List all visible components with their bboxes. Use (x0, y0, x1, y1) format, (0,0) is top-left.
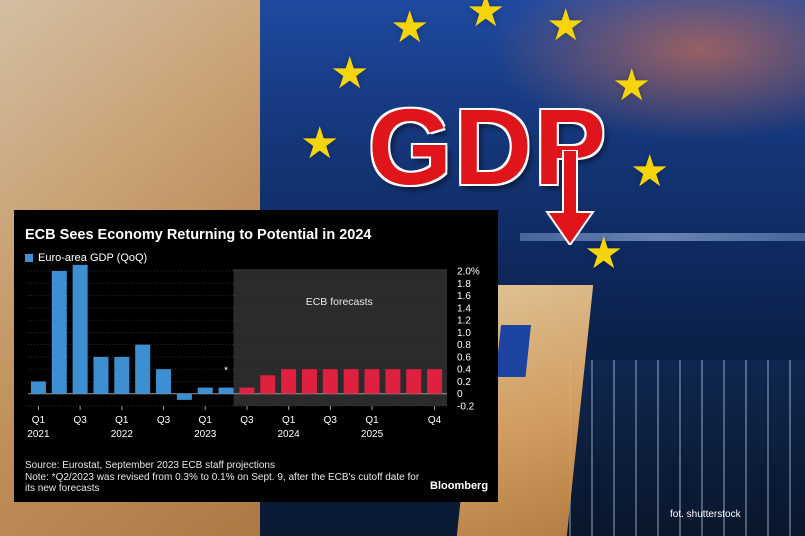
revision-asterisk: * (224, 365, 228, 376)
historic-bar (51, 271, 67, 394)
historic-bar (72, 264, 88, 394)
chart-title: ECB Sees Economy Returning to Potential … (25, 227, 372, 243)
x-tick-quarter: Q3 (157, 415, 171, 426)
forecast-bar (364, 369, 380, 394)
forecast-bar (260, 375, 276, 394)
y-tick-label: 1.8 (457, 279, 471, 290)
bridge-lights (520, 233, 805, 241)
x-tick-year: 2025 (361, 429, 384, 440)
x-tick-quarter: Q4 (428, 415, 442, 426)
legend-swatch (25, 254, 33, 262)
chart-legend: Euro-area GDP (QoQ) (25, 252, 147, 264)
eu-flag-icon (495, 325, 531, 377)
forecast-bar (406, 369, 422, 394)
historic-bar (176, 393, 192, 400)
note-text: Note: *Q2/2023 was revised from 0.3% to … (25, 471, 420, 495)
x-tick-year: 2023 (194, 429, 217, 440)
forecast-bar (343, 369, 359, 394)
historic-bar (218, 387, 234, 394)
x-tick-quarter: Q3 (73, 415, 87, 426)
eu-star-icon: ★ (630, 147, 670, 196)
y-tick-label: 0.4 (457, 365, 471, 376)
forecast-bar (281, 369, 297, 394)
y-tick-label: 1.2 (457, 316, 471, 327)
eu-star-icon: ★ (612, 61, 652, 110)
forecast-bar (239, 387, 255, 394)
legend-label: Euro-area GDP (QoQ) (38, 252, 148, 264)
x-tick-year: 2022 (111, 429, 134, 440)
y-tick-label: 0.6 (457, 352, 471, 363)
eu-star-icon: ★ (300, 119, 340, 168)
chart-card: ECB Sees Economy Returning to Potential … (14, 210, 498, 502)
x-tick-year: 2024 (278, 429, 301, 440)
historic-bar (30, 381, 46, 394)
historic-bar (93, 356, 109, 394)
eu-star-icon: ★ (330, 49, 370, 98)
x-tick-quarter: Q1 (365, 415, 379, 426)
y-tick-label: 1.0 (457, 328, 471, 339)
historic-bar (135, 344, 151, 394)
y-tick-label: 0.8 (457, 340, 471, 351)
chart-source: Source: Eurostat, September 2023 ECB sta… (25, 460, 425, 495)
eu-star-icon: ★ (546, 1, 586, 50)
x-tick-quarter: Q1 (115, 415, 129, 426)
y-tick-label: 1.4 (457, 303, 471, 314)
down-arrow-icon (545, 150, 595, 245)
y-tick-label: 0.2 (457, 377, 471, 388)
x-tick-quarter: Q1 (282, 415, 296, 426)
forecast-bar (385, 369, 401, 394)
forecast-label: ECB forecasts (306, 296, 373, 308)
eu-star-icon: ★ (584, 229, 624, 278)
bloomberg-logo: Bloomberg (430, 480, 489, 492)
x-tick-quarter: Q3 (240, 415, 254, 426)
y-tick-label: 2.0% (457, 267, 480, 278)
x-tick-quarter: Q3 (324, 415, 338, 426)
source-text: Source: Eurostat, September 2023 ECB sta… (25, 460, 275, 471)
forecast-bar (322, 369, 338, 394)
photo-credit: fot. shutterstock (670, 509, 741, 520)
forecast-bar (427, 369, 443, 394)
forecast-bar (301, 369, 317, 394)
x-tick-quarter: Q1 (199, 415, 213, 426)
historic-bar (114, 356, 130, 394)
gdp-bar-chart: ECB forecasts 2.0%1.81.61.4 1.21.00.80.6 0.… (27, 264, 480, 440)
x-tick-year: 2021 (27, 429, 50, 440)
historic-bar (156, 369, 172, 394)
x-tick-quarter: Q1 (32, 415, 46, 426)
eu-star-icon: ★ (390, 3, 430, 52)
historic-bar (197, 387, 213, 394)
y-tick-label: -0.2 (457, 402, 475, 413)
city-lights (560, 360, 805, 536)
y-tick-label: 0 (457, 389, 463, 400)
eu-star-icon: ★ (466, 0, 506, 36)
y-tick-label: 1.6 (457, 291, 471, 302)
